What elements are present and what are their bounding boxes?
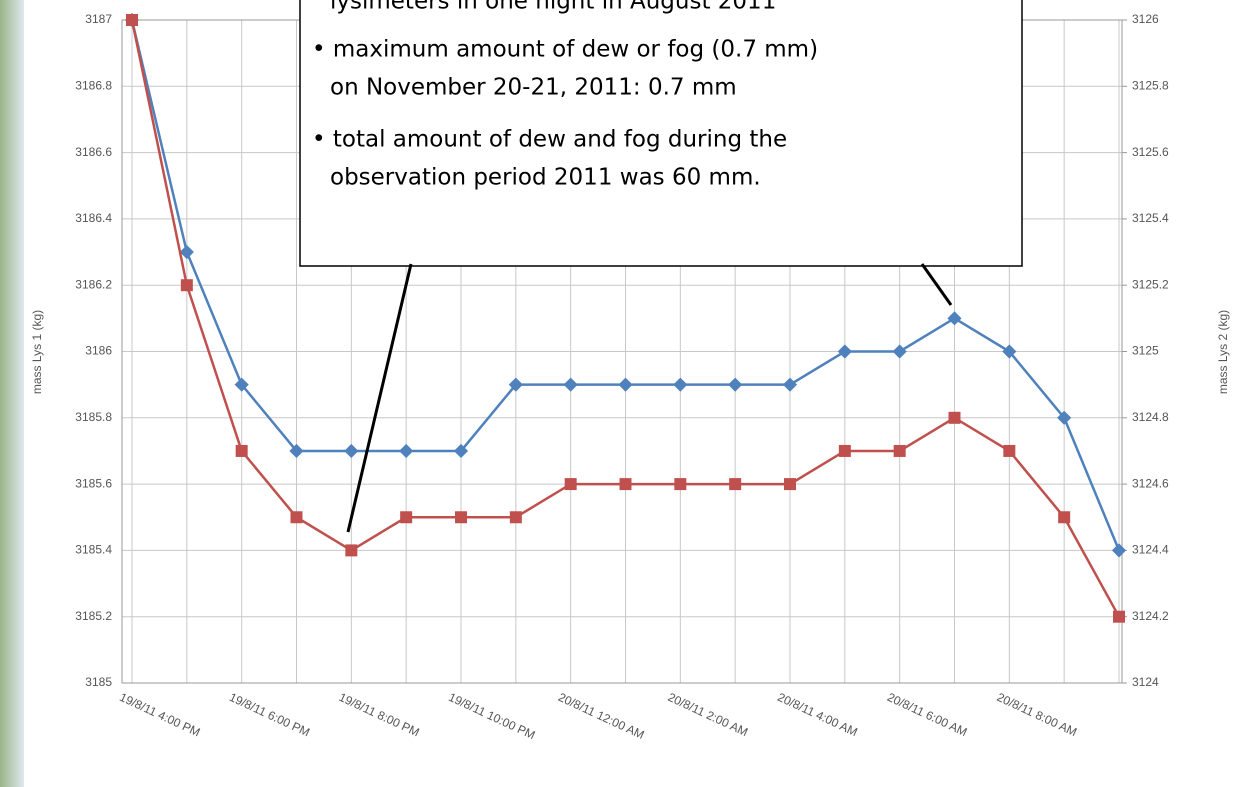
- y2-tick-label: 3124.4: [1132, 543, 1169, 557]
- y2-tick-label: 3124.2: [1132, 609, 1169, 623]
- point-marker: [126, 14, 138, 26]
- y-tick-label: 3185.6: [75, 476, 112, 490]
- annotation-text: observation period 2011 was 60 mm.: [330, 165, 761, 191]
- point-marker: [565, 478, 577, 490]
- point-marker: [455, 511, 467, 523]
- point-marker: [674, 478, 686, 490]
- y2-tick-label: 3125.2: [1132, 277, 1169, 291]
- point-marker: [1058, 511, 1070, 523]
- y2-tick-label: 3124.8: [1132, 410, 1169, 424]
- point-marker: [400, 511, 412, 523]
- point-marker: [1113, 611, 1125, 623]
- y-tick-label: 3185.8: [75, 410, 112, 424]
- y-tick-label: 3186.6: [75, 145, 112, 159]
- chart: 3185 3185.2 3185.4 3185.6 3185.8 3186 3186.2 31…: [0, 0, 1249, 787]
- y-tick-label: 3185: [85, 675, 112, 689]
- y2-tick-label: 3125.8: [1132, 78, 1169, 92]
- point-marker: [729, 478, 741, 490]
- y2-tick-label: 3124.6: [1132, 476, 1169, 490]
- y-tick-label: 3187: [85, 12, 112, 26]
- y-tick-label: 3186.4: [75, 211, 112, 225]
- annotation-text: • total amount of dew and fog during the: [312, 127, 787, 153]
- y-tick-label: 3185.2: [75, 609, 112, 623]
- background-edge: [0, 0, 24, 787]
- y2-axis-label: mass Lys 2 (kg): [1216, 310, 1230, 394]
- y2-tick-label: 3125.4: [1132, 211, 1169, 225]
- point-marker: [1003, 445, 1015, 457]
- y-axis-label: mass Lys 1 (kg): [30, 310, 44, 394]
- point-marker: [784, 478, 796, 490]
- point-marker: [181, 279, 193, 291]
- y-tick-label: 3186.2: [75, 277, 112, 291]
- y2-tick-label: 3126: [1132, 12, 1159, 26]
- point-marker: [345, 544, 357, 556]
- y2-tick-label: 3124: [1132, 675, 1159, 689]
- y-tick-label: 3186: [85, 344, 112, 358]
- point-marker: [510, 511, 522, 523]
- point-marker: [894, 445, 906, 457]
- point-marker: [620, 478, 632, 490]
- y2-tick-label: 3125: [1132, 344, 1159, 358]
- point-marker: [236, 445, 248, 457]
- annotation-text: on November 20-21, 2011: 0.7 mm: [330, 75, 737, 101]
- annotation-text: lysimeters in one night in August 2011: [330, 0, 776, 15]
- point-marker: [291, 511, 303, 523]
- point-marker: [949, 412, 961, 424]
- point-marker: [839, 445, 851, 457]
- y-tick-label: 3186.8: [75, 78, 112, 92]
- y-tick-label: 3185.4: [75, 543, 112, 557]
- annotation-text: • maximum amount of dew or fog (0.7 mm): [312, 37, 818, 63]
- y2-tick-label: 3125.6: [1132, 145, 1169, 159]
